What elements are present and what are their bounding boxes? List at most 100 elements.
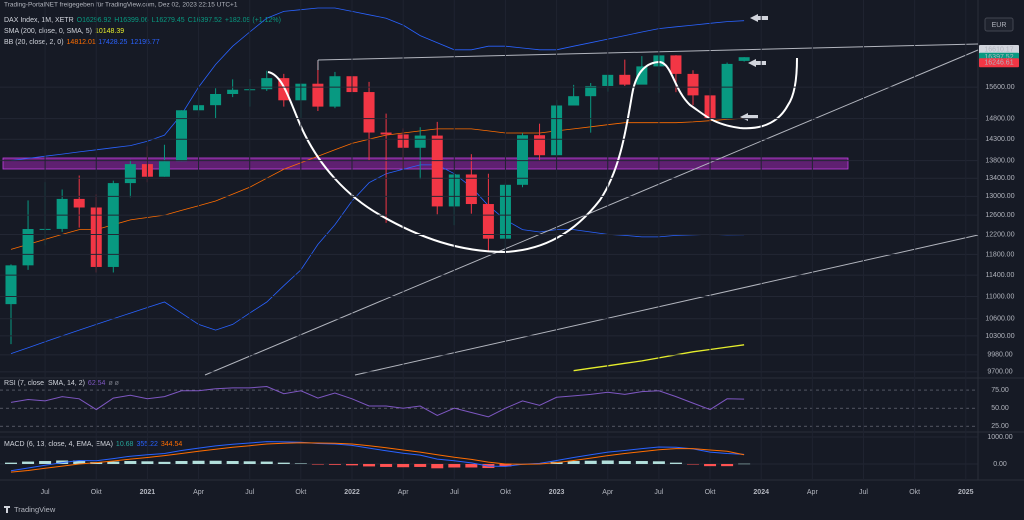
x-tick-label: Okt <box>909 489 920 496</box>
publisher: Trading-PortalNET freigegeben für Tradin… <box>4 2 238 9</box>
y-tick-label: 15600.00 <box>985 84 1014 91</box>
macd-histogram-bar <box>567 461 580 464</box>
candle-body <box>227 89 239 95</box>
macd-line <box>10 441 745 472</box>
rsi-line <box>10 385 745 418</box>
macd-histogram-bar <box>124 461 137 464</box>
y-tick-label: 12600.00 <box>985 212 1014 219</box>
y-tick-label: 9700.00 <box>987 369 1012 376</box>
trend-line <box>317 43 979 61</box>
macd-histogram-bar <box>22 461 35 464</box>
macd-histogram-bar <box>448 463 461 468</box>
candle-body <box>329 76 341 107</box>
x-tick-label: 2023 <box>549 489 565 496</box>
y-tick-label: 25.00 <box>991 423 1009 430</box>
y-tick-label: 0.00 <box>993 461 1007 468</box>
y-tick-label: 13800.00 <box>985 157 1014 164</box>
ohlc: H16399.06 <box>114 17 148 24</box>
drawings <box>204 14 979 376</box>
currency[interactable]: EUR <box>992 22 1007 29</box>
x-tick-label: 2021 <box>140 489 156 496</box>
macd-histogram-bar <box>209 460 222 464</box>
macd-histogram-bar <box>294 463 307 464</box>
macd-histogram-bar <box>499 463 512 467</box>
x-tick-label: Apr <box>398 489 410 496</box>
value: 14812.01 <box>67 39 96 46</box>
y-tick-label: 14300.00 <box>985 136 1014 143</box>
freehand-curve <box>267 57 798 254</box>
trend-line <box>204 49 979 376</box>
x-tick-label: Okt <box>705 489 716 496</box>
macd-histogram-bar <box>141 461 154 464</box>
y-tick-label: 11400.00 <box>986 272 1015 279</box>
currency-box[interactable] <box>984 17 1014 32</box>
candle-body <box>158 161 170 177</box>
candle-body <box>210 94 222 106</box>
macd-histogram-bar <box>721 463 734 467</box>
x-tick-label: Jul <box>41 489 50 496</box>
x-tick-label: Okt <box>500 489 511 496</box>
trend-line <box>354 234 979 376</box>
macd-histogram-bar <box>5 462 17 464</box>
candle-body <box>414 135 426 148</box>
x-tick-label: Okt <box>295 489 306 496</box>
x-tick-label: Apr <box>807 489 819 496</box>
macd-histogram-bar <box>380 463 393 467</box>
macd-histogram-bar <box>311 463 324 465</box>
candle-body <box>482 204 494 239</box>
macd-histogram-bar <box>584 460 597 464</box>
candle-body <box>278 78 290 101</box>
macd-histogram-bar <box>635 461 648 464</box>
macd-histogram-bar <box>277 462 290 464</box>
y-tick-label: 13000.00 <box>985 193 1014 200</box>
x-tick-label: Jul <box>859 489 868 496</box>
price-label-box <box>979 44 1019 54</box>
x-tick-label: 2022 <box>344 489 360 496</box>
price-label: 16610.17 <box>984 46 1013 53</box>
y-tick-label: 9980.00 <box>987 352 1012 359</box>
candle-body <box>363 92 375 133</box>
legend-sma: SMA (200, close, 0, SMA, 5) 10148.39 <box>4 28 124 35</box>
price-label: 16397.52 <box>984 54 1013 61</box>
change: +182.09 (+1.12%) <box>225 17 281 24</box>
macd-histogram-bar <box>704 463 717 467</box>
macd-histogram-bar <box>243 461 256 464</box>
macd-histogram-bar <box>431 463 444 469</box>
arrow <box>750 14 768 22</box>
legend-macd: MACD (6, 13, close, 4, EMA, EMA)10.68355… <box>4 441 182 448</box>
zone <box>2 157 849 170</box>
price-label-box <box>979 58 1019 68</box>
ohlc: C16397.52 <box>188 17 222 24</box>
y-tick-label: 50.00 <box>991 405 1009 412</box>
candle-body <box>465 174 477 205</box>
footer: TradingView <box>14 505 56 514</box>
macd-histogram-bar <box>687 463 699 465</box>
candle-body <box>431 135 443 207</box>
macd-histogram-bar <box>414 463 427 467</box>
y-tick-label: 11000.00 <box>986 293 1015 300</box>
candle-body <box>107 183 119 267</box>
label: SMA (200, close, 0, SMA, 5) <box>4 28 92 35</box>
macd-histogram-bar <box>192 460 205 464</box>
x-tick-label: 2024 <box>753 489 769 496</box>
macd-histogram-bar <box>39 461 52 464</box>
value: 10148.39 <box>95 28 124 35</box>
macd-histogram-bar <box>328 463 341 465</box>
macd-histogram-bar <box>226 461 239 464</box>
ohlc: L16279.45 <box>152 17 185 24</box>
candle-body <box>670 55 682 74</box>
macd-histogram-bar <box>669 462 682 464</box>
value: 10.68 <box>116 441 134 448</box>
candle-body <box>619 74 631 85</box>
candle-body <box>176 110 187 162</box>
macd-histogram-bar <box>260 461 273 464</box>
candle-body <box>568 96 580 106</box>
candle-body <box>22 229 34 266</box>
macd-histogram-bar <box>73 460 86 464</box>
x-tick-label: Apr <box>602 489 614 496</box>
overlay-line <box>10 117 745 250</box>
candle-body <box>56 198 68 229</box>
macd-histogram-bar <box>738 463 751 465</box>
value: 344.54 <box>161 441 183 448</box>
candle-body <box>124 164 136 184</box>
